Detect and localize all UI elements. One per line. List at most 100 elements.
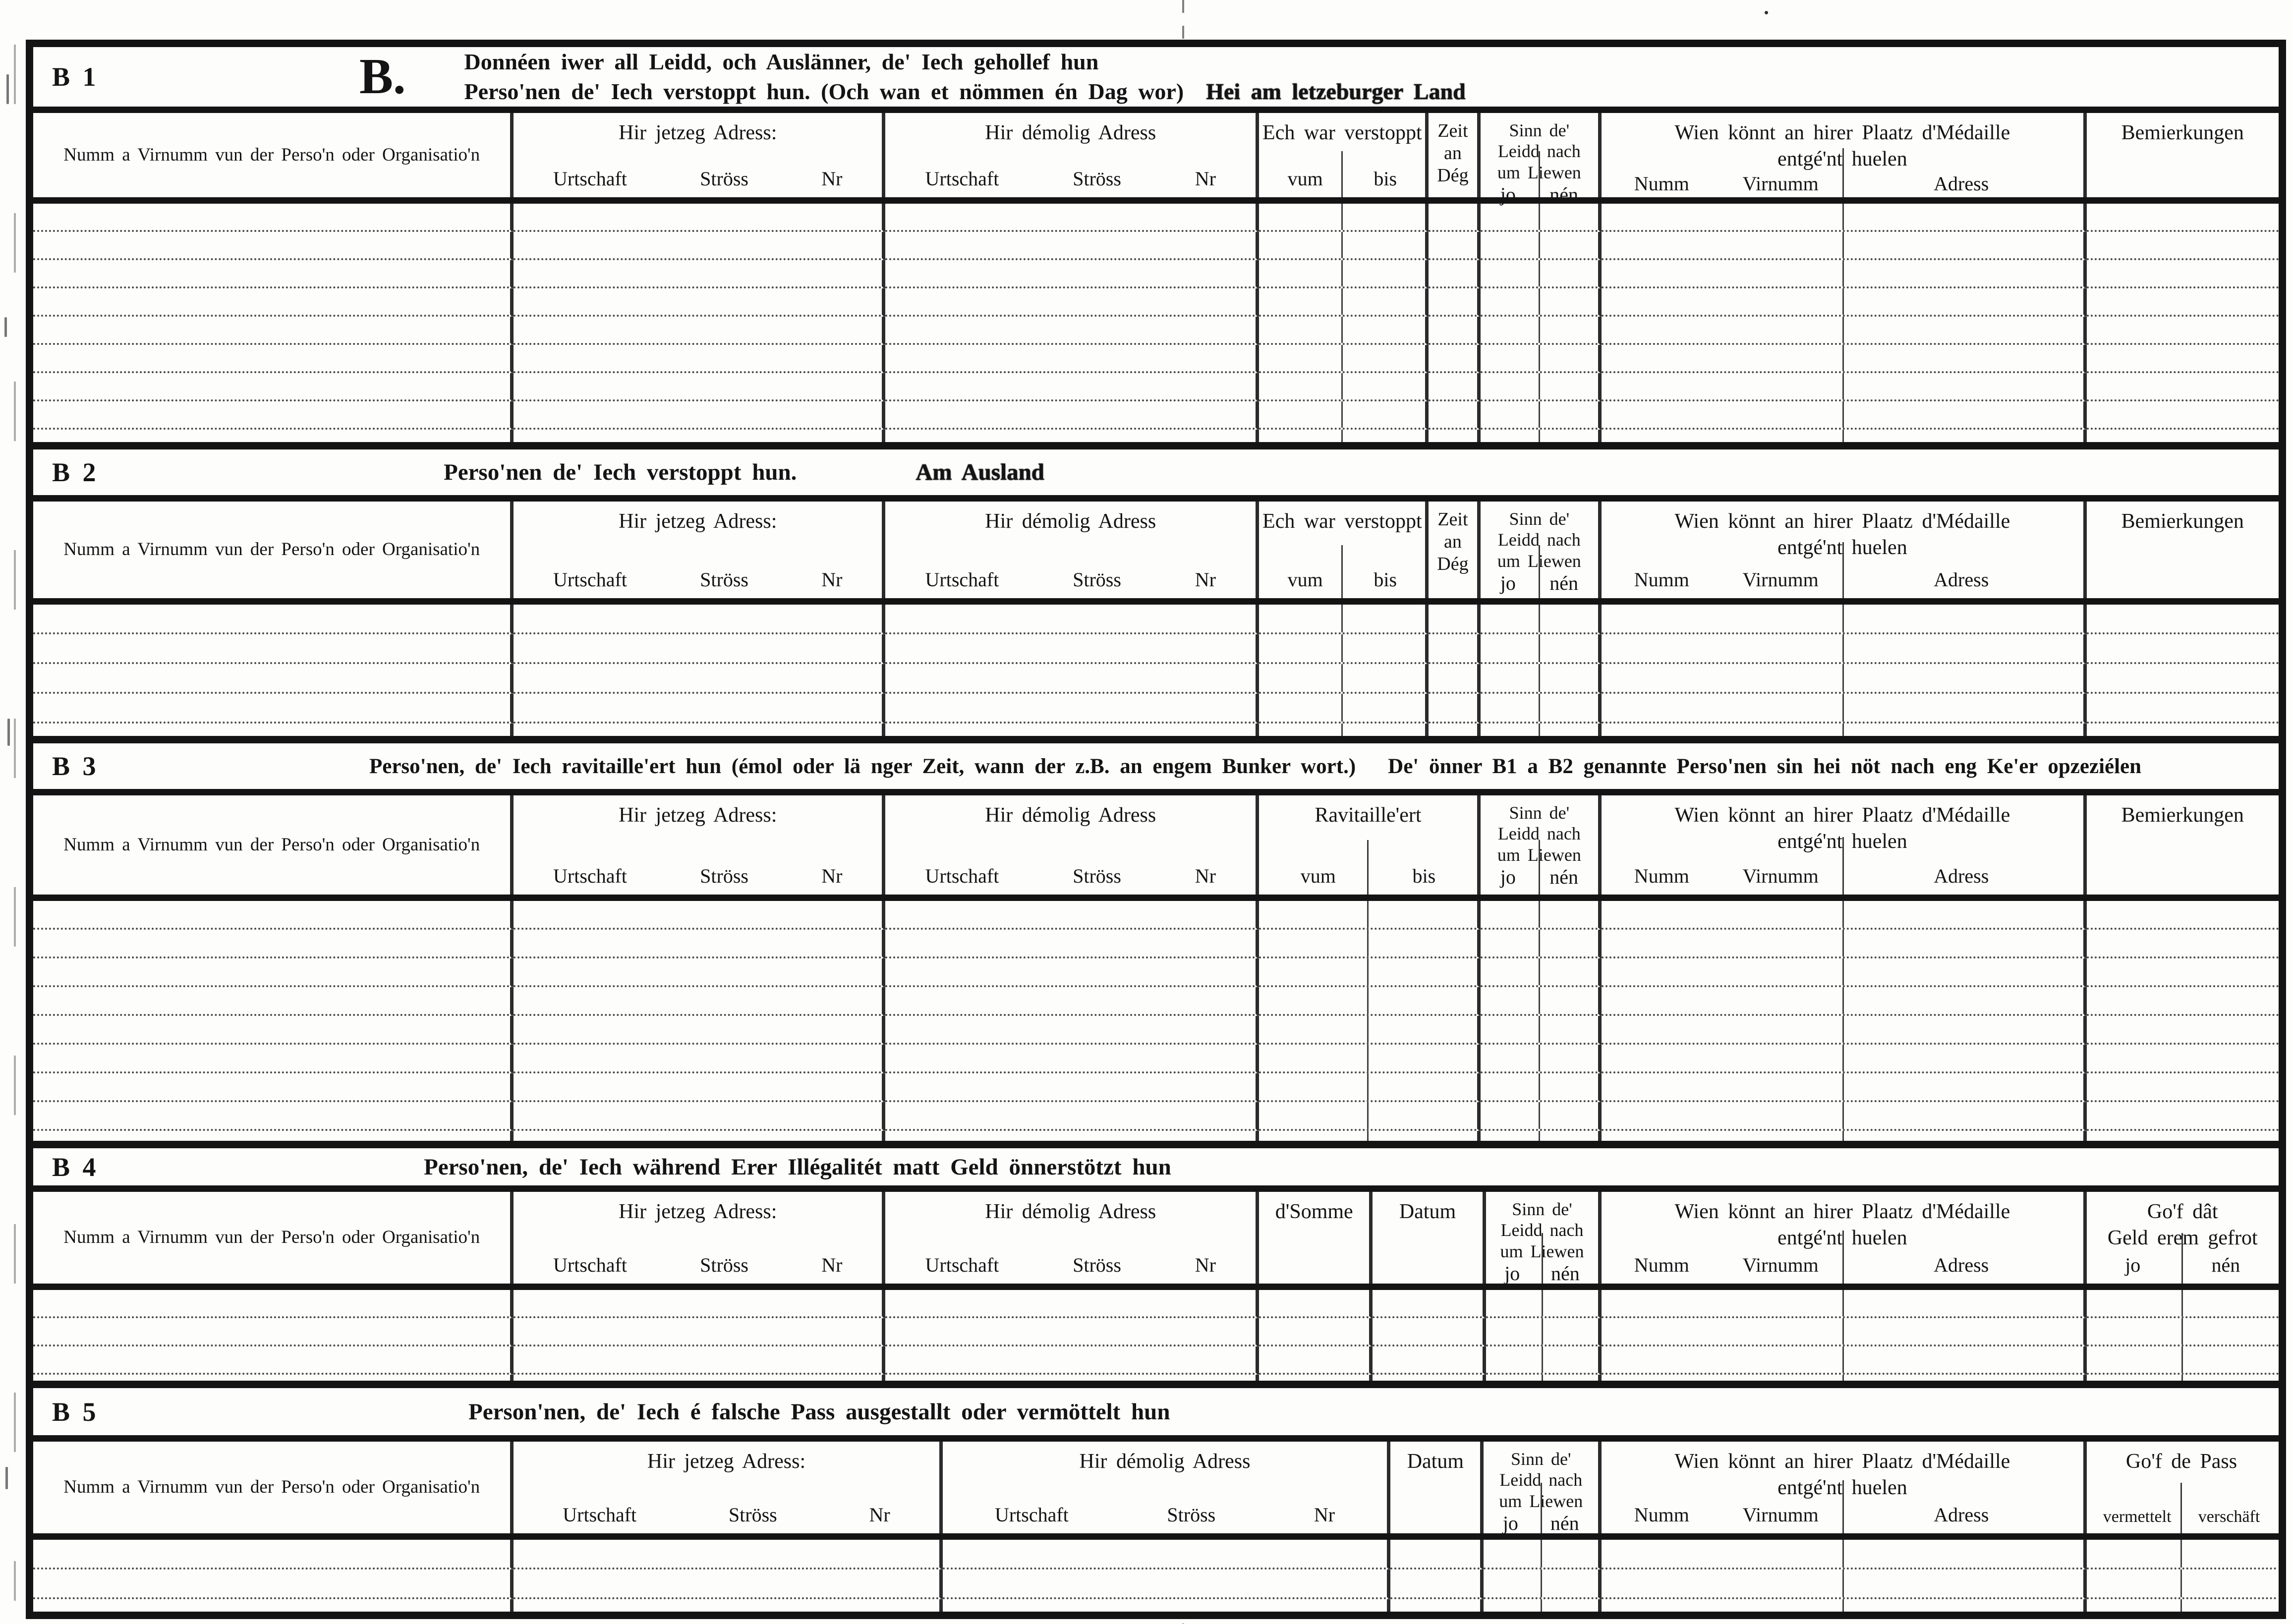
ruled-row <box>33 1318 2279 1346</box>
sinn-l3: um Liewen <box>1497 162 1581 182</box>
col-name: Numm a Virnumm vun der Perso'n oder Orga… <box>33 795 514 895</box>
section-b5-title-band: B 5 Person'nen, de' Iech é falsche Pass … <box>33 1388 2279 1442</box>
col-name: Numm a Virnumm vun der Perso'n oder Orga… <box>33 502 514 598</box>
col-bemierkungen: Bemierkungen <box>2087 113 2279 197</box>
ruled-row <box>33 1569 2279 1599</box>
ruled-cell <box>1480 288 1602 317</box>
ruled-row-tail <box>33 430 2279 442</box>
scan-mark <box>4 317 7 337</box>
ruled-cell <box>33 373 514 401</box>
ruled-cell <box>885 345 1260 373</box>
section-b4: B 4 Perso'nen, de' Iech während Erer Ill… <box>33 1141 2279 1381</box>
ruled-cell <box>2086 288 2279 317</box>
ruled-cell <box>885 373 1260 401</box>
b4-writing-area <box>33 1290 2279 1381</box>
col-datum: Datum <box>1390 1442 1484 1533</box>
ruled-cell <box>514 373 886 401</box>
ruled-row <box>33 1073 2279 1102</box>
ruled-row <box>33 605 2279 634</box>
col-medaille: Wien könnt an hirer Plaatz d'Médaille en… <box>1602 502 2087 598</box>
ruled-cell <box>1480 232 1602 260</box>
sub-virnumm: Virnumm <box>1742 172 1819 195</box>
ruled-cell <box>885 232 1260 260</box>
col-demolig-adress: Hir démolig Adress Urtschaft Ströss Nr <box>885 113 1260 197</box>
b5-column-headers: Numm a Virnumm vun der Perso'n oder Orga… <box>33 1442 2279 1540</box>
ruled-cell <box>1429 373 1481 401</box>
ruled-row <box>33 1290 2279 1318</box>
ruled-row-tail <box>33 1375 2279 1381</box>
zeit-l3: Dég <box>1437 165 1469 186</box>
ruled-cell <box>885 260 1260 288</box>
ruled-cell <box>1259 345 1429 373</box>
ruled-cell <box>2086 345 2279 373</box>
col-zeit-an-deg: Zeit an Dég <box>1429 502 1481 598</box>
ruled-row <box>33 373 2279 401</box>
col-name: Numm a Virnumm vun der Perso'n oder Orga… <box>33 1192 514 1284</box>
b3-column-headers: Numm a Virnumm vun der Perso'n oder Orga… <box>33 795 2279 901</box>
sub-adress: Adress <box>1934 172 1989 195</box>
col-sinn-um-liewen: Sinn de' Leidd nach um Liewen jo nén <box>1484 1442 1602 1534</box>
ruled-cell <box>1602 373 2087 401</box>
ruled-cell <box>1259 288 1429 317</box>
ruled-row <box>33 1540 2279 1569</box>
ruled-cell <box>1259 232 1429 260</box>
ruled-cell <box>1259 401 1429 430</box>
sub-nr: Nr <box>1195 168 1216 190</box>
section-b2: B 2 Perso'nen de' Iech verstoppt hun. Am… <box>33 442 2279 736</box>
ruled-row-tail <box>33 1131 2279 1141</box>
col-verstoppt: Ech war verstoppt vum bis <box>1259 113 1429 197</box>
scan-edge-artifact <box>14 45 16 1601</box>
zeit-l2: an <box>1444 142 1462 164</box>
ruled-cell <box>1429 232 1481 260</box>
sub-bis: bis <box>1374 168 1397 190</box>
ruled-row <box>33 1045 2279 1073</box>
ruled-cell <box>1602 232 2087 260</box>
ruled-row <box>33 317 2279 345</box>
col-demolig-adress: Hir démolig Adress Urtschaft Ströss Nr <box>885 795 1260 895</box>
section-b5-label: B 5 <box>52 1397 99 1427</box>
b2-writing-area <box>33 605 2279 736</box>
sinn-l2: Leidd nach <box>1497 141 1581 162</box>
ruled-cell <box>514 401 886 430</box>
col-bemierkungen: Bemierkungen <box>2121 510 2244 533</box>
section-b5: B 5 Person'nen, de' Iech é falsche Pass … <box>33 1381 2279 1612</box>
ruled-cell <box>2086 204 2279 232</box>
section-b1: B 1 B. Donnéen iwer all Leidd, och Auslä… <box>33 47 2279 442</box>
ruled-cell <box>1602 401 2087 430</box>
ruled-cell <box>1602 204 2087 232</box>
section-b3: B 3 Perso'nen, de' Iech ravitaille'ert h… <box>33 736 2279 1141</box>
col-bemierkungen: Bemierkungen <box>2121 804 2244 827</box>
ruled-row <box>33 634 2279 664</box>
col-ravitailleert: Ravitaille'ert vum bis <box>1259 795 1481 895</box>
col-demolig-label: Hir démolig Adress <box>985 121 1156 144</box>
ruled-cell <box>1480 401 1602 430</box>
b5-writing-area <box>33 1540 2279 1612</box>
ruled-cell <box>33 317 514 345</box>
b3-writing-area <box>33 901 2279 1141</box>
ruled-cell <box>514 260 886 288</box>
col-geld-gefrot: Go'f dât Geld erem gefrot jo nén <box>2087 1192 2279 1284</box>
col-sinn-um-liewen: Sinn de' Leidd nach um Liewen jo nén <box>1481 502 1602 598</box>
ruled-cell <box>33 345 514 373</box>
ruled-cell <box>33 232 514 260</box>
ruled-cell <box>885 288 1260 317</box>
ruled-row <box>33 958 2279 987</box>
ruled-cell <box>33 401 514 430</box>
ruled-cell <box>885 401 1260 430</box>
sub-nr: Nr <box>821 168 843 190</box>
ruled-row <box>33 1346 2279 1375</box>
questionnaire-form: B 1 B. Donnéen iwer all Leidd, och Auslä… <box>26 40 2286 1619</box>
ruled-cell <box>1480 317 1602 345</box>
sub-stross: Ströss <box>700 168 748 190</box>
ruled-cell <box>514 317 886 345</box>
col-bemierkungen-label: Bemierkungen <box>2121 121 2244 144</box>
ruled-cell <box>514 345 886 373</box>
ruled-cell <box>1602 317 2087 345</box>
section-b1-title: Donnéen iwer all Leidd, och Auslänner, d… <box>464 49 1466 104</box>
sub-urtschaft: Urtschaft <box>553 168 627 190</box>
col-sinn-um-liewen: Sinn de' Leidd nach um Liewen jo nén <box>1481 795 1602 895</box>
section-b4-title-band: B 4 Perso'nen, de' Iech während Erer Ill… <box>33 1148 2279 1192</box>
ruled-cell <box>1429 204 1481 232</box>
ruled-cell <box>1429 317 1481 345</box>
col-gof-de-pass: Go'f de Pass vermettelt verschäft <box>2087 1442 2277 1533</box>
